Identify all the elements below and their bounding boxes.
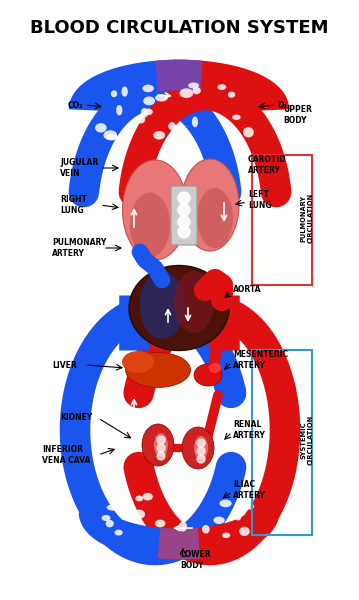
Ellipse shape [129,265,229,350]
Text: AORTA: AORTA [233,286,261,295]
Ellipse shape [232,115,241,120]
Ellipse shape [117,507,129,514]
Ellipse shape [237,502,246,511]
Ellipse shape [141,108,148,118]
Ellipse shape [178,522,187,532]
Circle shape [178,204,190,216]
Ellipse shape [243,127,254,137]
Circle shape [157,452,165,460]
Text: LEFT
LUNG: LEFT LUNG [248,190,272,209]
Ellipse shape [197,188,233,248]
Ellipse shape [222,533,230,538]
Ellipse shape [194,436,208,460]
Ellipse shape [130,193,170,257]
Text: PULMONARY
CIRCULATION: PULMONARY CIRCULATION [300,193,313,243]
Ellipse shape [153,131,165,140]
Ellipse shape [103,130,117,140]
Ellipse shape [102,515,111,521]
Text: RENAL
ARTERY: RENAL ARTERY [233,420,266,440]
Ellipse shape [120,514,133,520]
Ellipse shape [192,87,201,94]
FancyBboxPatch shape [171,186,197,245]
Ellipse shape [143,85,154,92]
Ellipse shape [188,83,199,89]
Text: KIDNEY: KIDNEY [60,413,92,422]
Ellipse shape [218,84,226,90]
Ellipse shape [142,424,174,466]
Ellipse shape [209,363,221,373]
Text: ILIAC
ARTERY: ILIAC ARTERY [233,480,266,500]
Ellipse shape [192,116,198,127]
Circle shape [197,447,205,455]
Circle shape [178,192,190,204]
Ellipse shape [239,527,250,536]
Ellipse shape [107,505,119,511]
Ellipse shape [202,525,210,533]
Ellipse shape [180,88,193,98]
Ellipse shape [140,271,185,339]
Circle shape [197,439,205,447]
Ellipse shape [228,92,235,98]
Ellipse shape [168,122,176,130]
Ellipse shape [154,433,168,457]
Ellipse shape [180,511,186,517]
Ellipse shape [182,427,214,469]
Circle shape [157,444,165,452]
Ellipse shape [106,134,118,140]
Text: MESENTERIC
ARTERY: MESENTERIC ARTERY [233,350,288,370]
Ellipse shape [219,500,232,507]
Ellipse shape [111,91,117,97]
Text: LOWER
BODY: LOWER BODY [180,550,211,570]
Bar [252,350,312,535]
Ellipse shape [122,351,154,373]
Ellipse shape [115,530,123,536]
Text: LIVER: LIVER [52,361,77,370]
Text: SYSTEMIC
CIRCULATION: SYSTEMIC CIRCULATION [300,415,313,465]
Text: UPPER
BODY: UPPER BODY [283,106,312,125]
Ellipse shape [181,159,239,251]
Text: CO₂: CO₂ [67,100,83,109]
Ellipse shape [106,520,114,527]
Bar [252,155,312,285]
Ellipse shape [143,97,155,105]
Ellipse shape [213,517,225,524]
Text: JUGULAR
VEIN: JUGULAR VEIN [60,158,98,178]
Circle shape [178,226,190,238]
Ellipse shape [244,503,254,509]
Ellipse shape [143,493,153,500]
Ellipse shape [122,160,187,260]
Circle shape [157,436,165,444]
Ellipse shape [116,105,122,115]
Ellipse shape [121,86,128,97]
Ellipse shape [235,512,242,521]
Ellipse shape [143,109,153,115]
Ellipse shape [174,271,214,333]
Ellipse shape [155,94,168,101]
Ellipse shape [137,115,145,124]
Ellipse shape [133,509,145,519]
Ellipse shape [194,364,222,386]
Text: BLOOD CIRCULATION SYSTEM: BLOOD CIRCULATION SYSTEM [30,19,328,37]
Ellipse shape [95,123,107,133]
Ellipse shape [155,520,165,527]
Text: CAROTID
ARTERY: CAROTID ARTERY [248,155,286,175]
Circle shape [197,455,205,463]
Text: INFERIOR
VENA CAVA: INFERIOR VENA CAVA [42,445,90,464]
Text: O₂: O₂ [278,100,288,109]
Ellipse shape [135,496,143,502]
Text: RIGHT
LUNG: RIGHT LUNG [60,196,87,215]
Circle shape [178,216,190,228]
Ellipse shape [126,352,191,388]
Text: PULMONARY
ARTERY: PULMONARY ARTERY [52,238,106,258]
